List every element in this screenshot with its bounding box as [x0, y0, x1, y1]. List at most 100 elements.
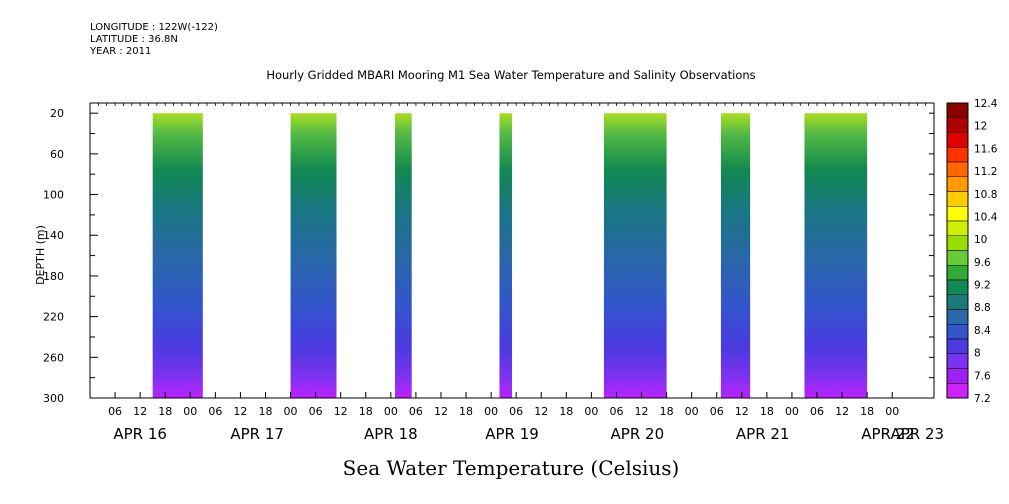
x-hour-label: 06: [108, 405, 122, 418]
colorbar-frame: [946, 102, 969, 399]
longitude-label: LONGITUDE : 122W(-122): [90, 22, 218, 33]
x-hour-label: 06: [409, 405, 423, 418]
y-tick-label: 220: [43, 311, 64, 324]
colorbar-label: 9.2: [974, 280, 991, 292]
x-hour-label: 00: [384, 405, 398, 418]
x-day-label: APR 17: [230, 425, 284, 443]
colorbar-swatch: [946, 117, 969, 133]
x-day-label: APR 21: [736, 425, 790, 443]
colorbar-swatch: [946, 353, 969, 369]
colorbar-swatch: [946, 324, 969, 340]
data-segment: [290, 113, 337, 398]
chart-title: Hourly Gridded MBARI Mooring M1 Sea Wate…: [266, 68, 755, 82]
x-hour-label: 06: [710, 405, 724, 418]
data-segment: [804, 113, 868, 398]
colorbar-label: 9.6: [974, 257, 991, 269]
x-hour-label: 12: [835, 405, 849, 418]
x-day-label: APR 18: [364, 425, 418, 443]
x-hour-label: 18: [158, 405, 172, 418]
y-tick-label: 180: [43, 270, 64, 283]
colorbar-swatch: [946, 309, 969, 325]
data-segment: [152, 113, 203, 398]
x-hour-label: 18: [860, 405, 874, 418]
x-hour-label: 00: [284, 405, 298, 418]
colorbar-swatch: [946, 338, 969, 354]
x-axis: 06 12 18 00 06 12 18 00 06 12 18 00 06 12 18 00 06 12 18 00…: [108, 392, 944, 443]
colorbar-swatch: [946, 102, 969, 118]
x-hour-label: 18: [359, 405, 373, 418]
x-hour-label: 12: [735, 405, 749, 418]
x-hour-label: 12: [434, 405, 448, 418]
y-axis-label: DEPTH (m): [34, 225, 47, 285]
colorbar-label: 10: [974, 234, 987, 246]
x-day-label: APR 23: [890, 425, 944, 443]
colorbar-swatch: [946, 132, 969, 148]
year-label: YEAR : 2011: [90, 46, 152, 57]
x-hour-label: 06: [810, 405, 824, 418]
colorbar-label: 7.2: [974, 393, 991, 405]
x-hour-label: 06: [509, 405, 523, 418]
x-hour-label: 18: [559, 405, 573, 418]
x-hour-label: 06: [309, 405, 323, 418]
y-axis: 20 60 100 140 180 220 260 300: [43, 107, 934, 405]
x-day-label: APR 19: [485, 425, 539, 443]
x-hour-label: 06: [208, 405, 222, 418]
colorbar-swatch: [946, 250, 969, 266]
y-tick-label: 20: [50, 107, 64, 120]
data-segment: [499, 113, 512, 398]
colorbar-label: 10.8: [974, 189, 997, 201]
x-hour-label: 00: [685, 405, 699, 418]
x-hour-label: 12: [233, 405, 247, 418]
y-tick-label: 260: [43, 351, 64, 364]
colorbar-swatch: [946, 220, 969, 236]
colorbar-label: 8.8: [974, 302, 991, 314]
colorbar-swatch: [946, 161, 969, 177]
colorbar: 12.4 12 11.6 11.2 10.8 10.4 10 9.6 9.2 8.8 8.4 8 7.6…: [946, 98, 998, 405]
x-day-label: APR 22: [861, 425, 915, 443]
y-tick-label: 140: [43, 229, 64, 242]
data-segment: [395, 113, 412, 398]
colorbar-label: 11.2: [974, 166, 997, 178]
x-hour-label: 06: [609, 405, 623, 418]
x-hour-label: 00: [785, 405, 799, 418]
data-segment: [720, 113, 751, 398]
colorbar-swatch: [946, 294, 969, 310]
latitude-label: LATITUDE : 36.8N: [90, 34, 178, 45]
y-tick-label: 60: [50, 148, 64, 161]
x-hour-label: 18: [760, 405, 774, 418]
plot-area: [89, 102, 935, 399]
x-hour-label: 00: [584, 405, 598, 418]
x-hour-label: 12: [534, 405, 548, 418]
colorbar-label: 8.4: [974, 325, 991, 337]
x-hour-label: 00: [484, 405, 498, 418]
colorbar-label: 7.6: [974, 370, 991, 382]
x-axis-label: Sea Water Temperature (Celsius): [343, 456, 680, 480]
colorbar-label: 12: [974, 121, 987, 133]
x-hour-label: 12: [334, 405, 348, 418]
colorbar-swatch: [946, 279, 969, 295]
colorbar-swatch: [946, 176, 969, 192]
y-tick-label: 100: [43, 189, 64, 202]
colorbar-label: 11.6: [974, 143, 998, 155]
colorbar-label: 8: [974, 348, 981, 360]
colorbar-swatch: [946, 383, 969, 399]
x-hour-label: 18: [258, 405, 272, 418]
colorbar-swatch: [946, 191, 969, 207]
x-day-label: APR 20: [611, 425, 665, 443]
x-hour-label: 18: [660, 405, 674, 418]
x-hour-label: 00: [885, 405, 899, 418]
colorbar-swatch: [946, 206, 969, 222]
y-tick-label: 300: [43, 392, 64, 405]
x-hour-label: 18: [459, 405, 473, 418]
colorbar-swatch: [946, 368, 969, 384]
colorbar-label: 10.4: [974, 211, 998, 223]
x-hour-label: 00: [183, 405, 197, 418]
x-hour-label: 12: [133, 405, 147, 418]
colorbar-swatch: [946, 265, 969, 281]
x-hour-label: 12: [635, 405, 649, 418]
x-day-label: APR 16: [113, 425, 167, 443]
colorbar-label: 12.4: [974, 98, 998, 110]
data-segment: [603, 113, 667, 398]
colorbar-swatch: [946, 235, 969, 251]
